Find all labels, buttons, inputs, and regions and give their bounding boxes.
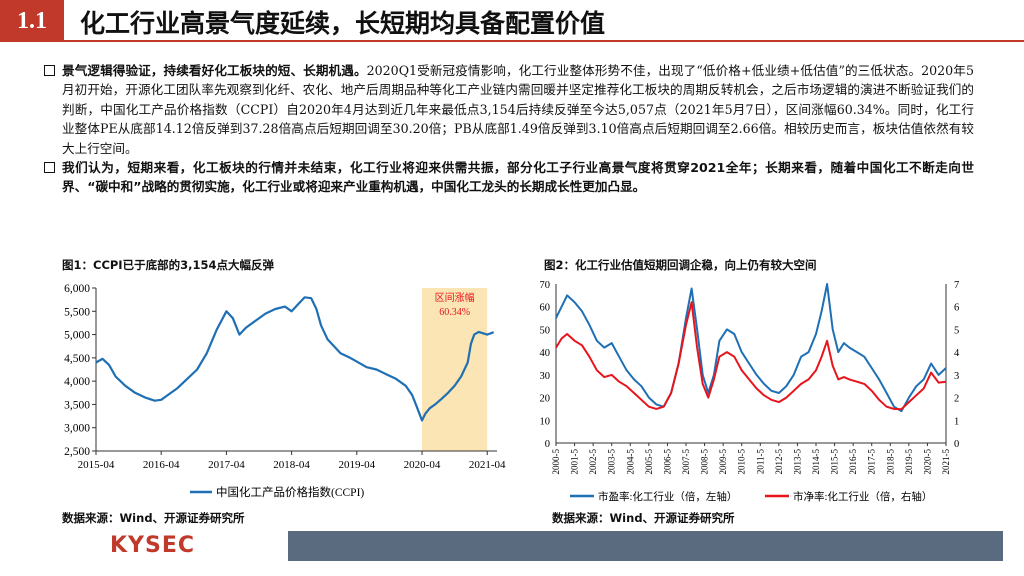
x-tick-label: 2017-5 xyxy=(867,449,877,475)
left-y-tick-label: 30 xyxy=(540,371,551,382)
x-tick-label: 2007-5 xyxy=(681,449,691,475)
range-highlight xyxy=(422,288,488,451)
legend-label-pb: 市净率:化工行业（倍，右轴） xyxy=(793,490,932,503)
y-tick-label: 5,000 xyxy=(64,330,90,342)
annotation-value: 60.34% xyxy=(439,307,470,318)
bullet-1-bold: 景气逻辑得验证，持续看好化工板块的短、长期机遇。 xyxy=(62,63,367,78)
figure1-chart: 区间涨幅 60.34% 2,500 3,000 3,500 4,000 4,500 5,000… xyxy=(64,283,506,499)
bullet-1-text: 2020Q1受新冠疫情影响，化工行业整体形势不佳，出现了“低价格+低业绩+低估值… xyxy=(62,63,975,156)
square-bullet-icon xyxy=(44,65,55,76)
annotation-label: 区间涨幅 xyxy=(435,291,475,304)
figure2-chart: 0 10 20 30 40 50 60 70 0 1 2 3 4 5 6 7 2000-5 2001-5 2002-… xyxy=(540,280,961,503)
right-y-tick-label: 3 xyxy=(954,371,959,382)
y-tick-label: 6,000 xyxy=(64,283,90,295)
bullet-item-2: 我们认为，短期来看，化工板块的行情并未结束，化工行业将迎来供需共振，部分化工子行… xyxy=(44,158,974,197)
right-y-tick-label: 0 xyxy=(954,439,959,450)
x-tick-label: 2015-04 xyxy=(78,459,115,471)
right-y-tick-label: 1 xyxy=(954,416,959,427)
header-divider xyxy=(64,40,1024,42)
y-tick-label: 3,000 xyxy=(64,423,90,435)
left-y-tick-label: 40 xyxy=(540,348,551,359)
figure2-source: 数据来源：Wind、开源证券研究所 xyxy=(552,511,735,525)
y-tick-label: 4,500 xyxy=(64,353,90,365)
pb-series-line xyxy=(555,301,947,411)
kysec-logo: KYSEC xyxy=(110,533,195,558)
x-tick-label: 2021-04 xyxy=(469,459,506,471)
left-y-tick-label: 70 xyxy=(540,280,551,291)
x-tick-label: 2008-5 xyxy=(700,449,710,475)
x-tick-label: 2004-5 xyxy=(625,449,635,475)
x-tick-label: 2018-04 xyxy=(273,459,310,471)
x-tick-label: 2018-5 xyxy=(885,449,895,475)
left-y-tick-label: 60 xyxy=(540,303,551,314)
bullet-item-1: 景气逻辑得验证，持续看好化工板块的短、长期机遇。2020Q1受新冠疫情影响，化工… xyxy=(44,61,974,158)
ccpi-series-line xyxy=(95,296,495,422)
figure1-source: 数据来源：Wind、开源证券研究所 xyxy=(62,511,245,525)
y-tick-label: 5,500 xyxy=(64,306,90,318)
footer-bar xyxy=(288,531,1003,561)
x-tick-label: 2016-04 xyxy=(143,459,180,471)
left-y-tick-label: 10 xyxy=(540,416,551,427)
right-y-tick-label: 2 xyxy=(954,394,959,405)
y-tick-label: 3,500 xyxy=(64,399,90,411)
left-y-tick-label: 20 xyxy=(540,394,551,405)
x-tick-label: 2019-5 xyxy=(904,449,914,475)
x-tick-label: 2013-5 xyxy=(792,449,802,475)
section-number-badge: 1.1 xyxy=(0,0,64,42)
x-tick-label: 2020-5 xyxy=(922,449,932,475)
right-y-tick-label: 5 xyxy=(954,325,959,336)
y-tick-label: 4,000 xyxy=(64,376,90,388)
x-tick-label: 2009-5 xyxy=(718,449,728,475)
legend-label: 中国化工产品价格指数(CCPI) xyxy=(216,485,364,499)
legend-label-pe: 市盈率:化工行业（倍，左轴） xyxy=(598,490,737,503)
x-tick-label: 2000-5 xyxy=(551,449,561,475)
x-tick-label: 2021-5 xyxy=(941,449,951,475)
x-tick-label: 2020-04 xyxy=(404,459,441,471)
page-title: 化工行业高景气度延续，长短期均具备配置价值 xyxy=(80,9,606,38)
x-tick-label: 2012-5 xyxy=(774,449,784,475)
figure2-title: 图2：化工行业估值短期回调企稳，向上仍有较大空间 xyxy=(544,258,817,272)
y-tick-label: 2,500 xyxy=(64,446,90,458)
left-y-tick-label: 50 xyxy=(540,325,551,336)
x-tick-label: 2014-5 xyxy=(811,449,821,475)
bullet-2-bold: 我们认为，短期来看，化工板块的行情并未结束，化工行业将迎来供需共振，部分化工子行… xyxy=(62,160,974,195)
x-tick-label: 2017-04 xyxy=(208,459,245,471)
x-tick-label: 2002-5 xyxy=(588,449,598,475)
x-tick-label: 2006-5 xyxy=(662,449,672,475)
x-tick-label: 2011-5 xyxy=(755,449,765,475)
right-y-tick-label: 4 xyxy=(954,348,960,359)
pe-series-line xyxy=(555,283,947,413)
right-y-tick-label: 6 xyxy=(954,303,959,314)
x-tick-label: 2003-5 xyxy=(607,449,617,475)
figure1-title: 图1：CCPI已于底部的3,154点大幅反弹 xyxy=(62,258,274,272)
left-y-tick-label: 0 xyxy=(545,439,550,450)
x-tick-label: 2010-5 xyxy=(737,449,747,475)
x-tick-label: 2016-5 xyxy=(848,449,858,475)
square-bullet-icon xyxy=(44,162,55,174)
x-tick-label: 2015-5 xyxy=(830,449,840,475)
right-y-tick-label: 7 xyxy=(954,280,959,291)
x-tick-label: 2001-5 xyxy=(570,449,580,475)
bullet-list: 景气逻辑得验证，持续看好化工板块的短、长期机遇。2020Q1受新冠疫情影响，化工… xyxy=(44,61,974,197)
x-tick-label: 2005-5 xyxy=(644,449,654,475)
x-tick-label: 2019-04 xyxy=(338,459,375,471)
